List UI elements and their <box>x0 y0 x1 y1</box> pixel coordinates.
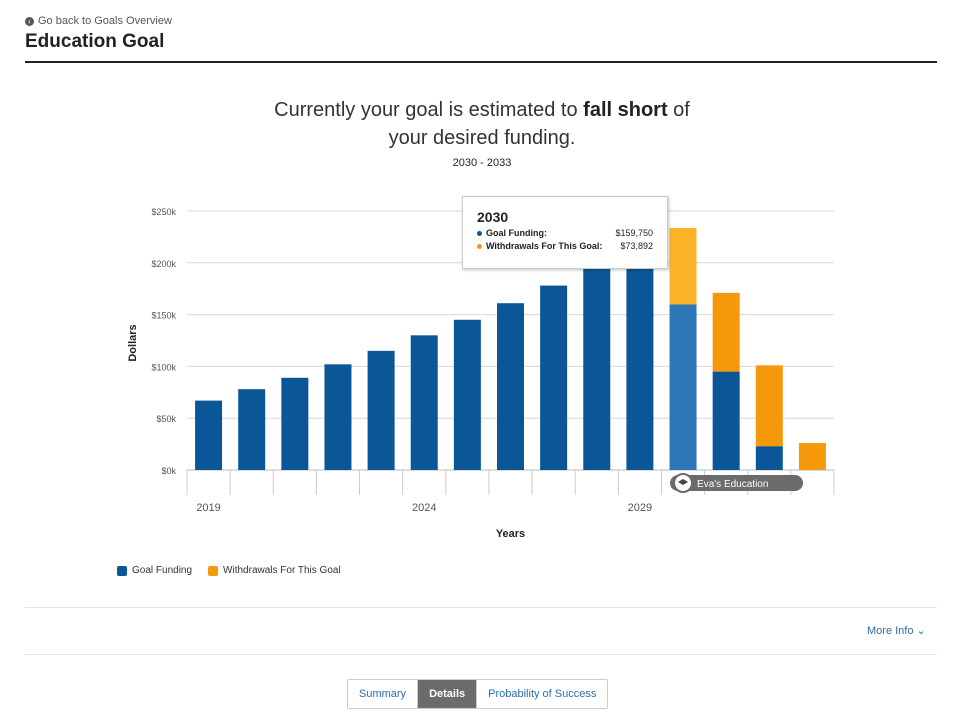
bar-withdrawals[interactable] <box>712 292 740 372</box>
legend-item-withdrawals[interactable]: Withdrawals For This Goal <box>208 565 341 576</box>
headline-suffix: of <box>673 99 690 121</box>
bar-goal-funding[interactable] <box>497 303 524 470</box>
bar-goal-funding[interactable] <box>238 389 266 470</box>
tab-probability-of-success[interactable]: Probability of Success <box>476 680 608 708</box>
bar-goal-funding[interactable] <box>626 249 654 470</box>
tooltip-year: 2030 <box>477 209 509 225</box>
y-tick-label: $0k <box>161 466 176 476</box>
legend-label: Goal Funding <box>132 565 193 576</box>
y-tick-label: $100k <box>151 362 176 372</box>
bar-goal-funding[interactable] <box>755 446 783 470</box>
x-axis-title: Years <box>496 528 525 540</box>
headline-bold: fall short <box>583 99 668 121</box>
page-title: Education Goal <box>25 31 165 52</box>
annotation-pill[interactable] <box>670 475 804 491</box>
withdrawals-dot <box>477 244 482 250</box>
bar-withdrawals[interactable] <box>798 443 826 470</box>
graduation-cap-shape <box>678 479 689 485</box>
bar-withdrawals[interactable] <box>755 365 783 447</box>
tooltip-row-withdrawals: Withdrawals For This Goal: $73,892 <box>477 240 653 253</box>
bar-goal-funding[interactable] <box>410 335 438 470</box>
tooltip-label: Withdrawals For This Goal: <box>486 241 603 251</box>
bar-goal-funding[interactable] <box>712 371 740 470</box>
bar-goal-funding[interactable] <box>195 400 223 470</box>
bar-goal-funding[interactable] <box>367 350 395 470</box>
title-divider <box>25 61 937 63</box>
chart-legend: Goal Funding Withdrawals For This Goal <box>117 565 341 576</box>
back-link-label: Go back to Goals Overview <box>38 15 172 27</box>
shortfall-range: 2030 - 2033 <box>452 157 512 169</box>
bar-withdrawals[interactable] <box>669 227 697 305</box>
goal-funding-dot <box>477 231 482 237</box>
back-to-goals-link[interactable]: ‹ Go back to Goals Overview <box>25 15 172 27</box>
legend-label: Withdrawals For This Goal <box>223 565 341 576</box>
tooltip-value: $159,750 <box>615 228 653 238</box>
legend-item-goal-funding[interactable]: Goal Funding <box>117 565 192 576</box>
chevron-left-circle-icon: ‹ <box>25 16 34 26</box>
section-divider <box>25 654 937 655</box>
y-tick-label: $250k <box>151 207 176 217</box>
headline-prefix: Currently your goal is estimated to <box>274 99 578 121</box>
status-headline: Currently your goal is estimated to fall… <box>0 96 964 152</box>
y-tick-label: $50k <box>156 414 176 424</box>
tab-details[interactable]: Details <box>417 680 477 708</box>
x-tick-label: 2024 <box>412 502 436 514</box>
bar-goal-funding[interactable] <box>583 266 611 470</box>
chevron-down-icon: ⌄ <box>916 625 926 637</box>
x-tick-label: 2019 <box>196 502 220 514</box>
chart-tooltip: 2030 Goal Funding: $159,750 Withdrawals … <box>462 196 668 269</box>
headline-line2: your desired funding. <box>388 127 576 149</box>
tooltip-value: $73,892 <box>620 241 653 251</box>
bar-goal-funding[interactable] <box>281 377 309 470</box>
bar-goal-funding[interactable] <box>540 285 568 470</box>
tab-summary[interactable]: Summary <box>348 680 418 708</box>
tooltip-row-goal-funding: Goal Funding: $159,750 <box>477 227 653 240</box>
x-tick-label: 2029 <box>628 502 652 514</box>
funding-chart: $0k $50k $100k $150k $200k $250k 2019 2024 2029 Y… <box>127 207 835 540</box>
view-tabs: Summary Details Probability of Success <box>347 679 609 709</box>
y-axis-title: Dollars <box>127 324 139 361</box>
more-info-toggle[interactable]: More Info ⌄ <box>867 624 926 637</box>
bar-goal-funding[interactable] <box>669 304 697 470</box>
bar-goal-funding[interactable] <box>453 319 481 470</box>
legend-swatch <box>208 565 219 576</box>
y-tick-label: $200k <box>151 259 176 269</box>
legend-swatch <box>117 565 127 576</box>
section-divider <box>25 607 937 608</box>
tooltip-label: Goal Funding: <box>486 228 547 238</box>
annotation-label: Eva's Education <box>697 479 768 490</box>
more-info-label: More Info <box>867 625 914 637</box>
y-tick-label: $150k <box>151 311 176 321</box>
bar-goal-funding[interactable] <box>324 364 352 470</box>
